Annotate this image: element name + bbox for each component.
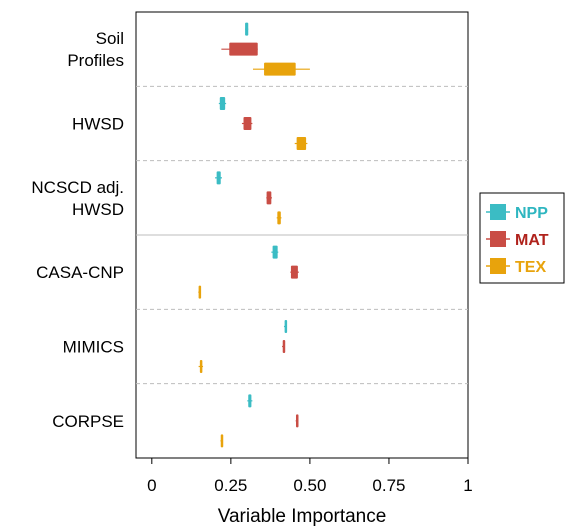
box-npp xyxy=(247,394,253,408)
legend-swatch xyxy=(490,231,506,247)
box-body xyxy=(243,117,252,130)
box-mat xyxy=(290,265,299,279)
box-npp xyxy=(283,320,288,333)
x-tick-label: 0.50 xyxy=(293,476,326,495)
category-label: HWSD xyxy=(72,115,124,134)
category-label: NCSCD adj. xyxy=(31,178,124,197)
box-body xyxy=(290,265,298,279)
x-axis: 0 0.25 0.50 0.75 1 xyxy=(147,458,473,495)
box-body xyxy=(282,340,286,353)
box-body xyxy=(264,62,296,76)
box-body xyxy=(272,245,278,259)
box-body xyxy=(220,434,224,448)
legend-swatch xyxy=(490,204,506,220)
category-label: Soil xyxy=(96,29,124,48)
box-tex xyxy=(276,211,282,225)
category-label: CASA-CNP xyxy=(36,263,124,282)
box-mat xyxy=(266,191,272,205)
box-mat xyxy=(295,414,299,428)
box-npp xyxy=(245,22,249,36)
category-label: Profiles xyxy=(67,51,124,70)
box-mat xyxy=(221,42,258,56)
box-npp xyxy=(215,171,223,185)
legend-swatch xyxy=(490,258,506,274)
category-labels: Soil Profiles HWSD NCSCD adj. HWSD CASA-CNP MI… xyxy=(31,29,124,431)
box-body xyxy=(198,285,202,299)
box-body xyxy=(245,22,249,36)
box-body xyxy=(295,414,299,428)
box-npp xyxy=(271,245,279,259)
box-body xyxy=(229,42,258,56)
box-body xyxy=(277,211,281,225)
x-tick-label: 1 xyxy=(463,476,472,495)
box-body xyxy=(266,191,272,205)
box-tex xyxy=(198,285,202,299)
box-body xyxy=(284,320,288,333)
category-label: MIMICS xyxy=(63,338,124,357)
box-tex xyxy=(198,360,204,373)
legend-label: NPP xyxy=(515,205,548,222)
category-label: HWSD xyxy=(72,200,124,219)
legend-label: MAT xyxy=(515,232,549,249)
box-body xyxy=(216,171,221,185)
box-mat xyxy=(241,117,253,130)
legend: NPP MAT TEX xyxy=(479,192,565,284)
box-tex xyxy=(252,62,310,76)
x-tick-label: 0 xyxy=(147,476,156,495)
box-body xyxy=(219,97,226,110)
box-tex xyxy=(294,137,308,150)
box-marks xyxy=(198,22,310,448)
category-label: CORPSE xyxy=(52,412,124,431)
x-axis-title: Variable Importance xyxy=(218,506,387,527)
box-body xyxy=(199,360,203,373)
legend-label: TEX xyxy=(515,259,546,276)
x-tick-label: 0.25 xyxy=(214,476,247,495)
box-body xyxy=(248,394,252,408)
x-tick-label: 0.75 xyxy=(372,476,405,495)
box-body xyxy=(296,137,307,150)
row-separators xyxy=(136,85,468,385)
box-mat xyxy=(282,340,286,353)
box-npp xyxy=(218,97,227,110)
box-tex xyxy=(220,434,224,448)
